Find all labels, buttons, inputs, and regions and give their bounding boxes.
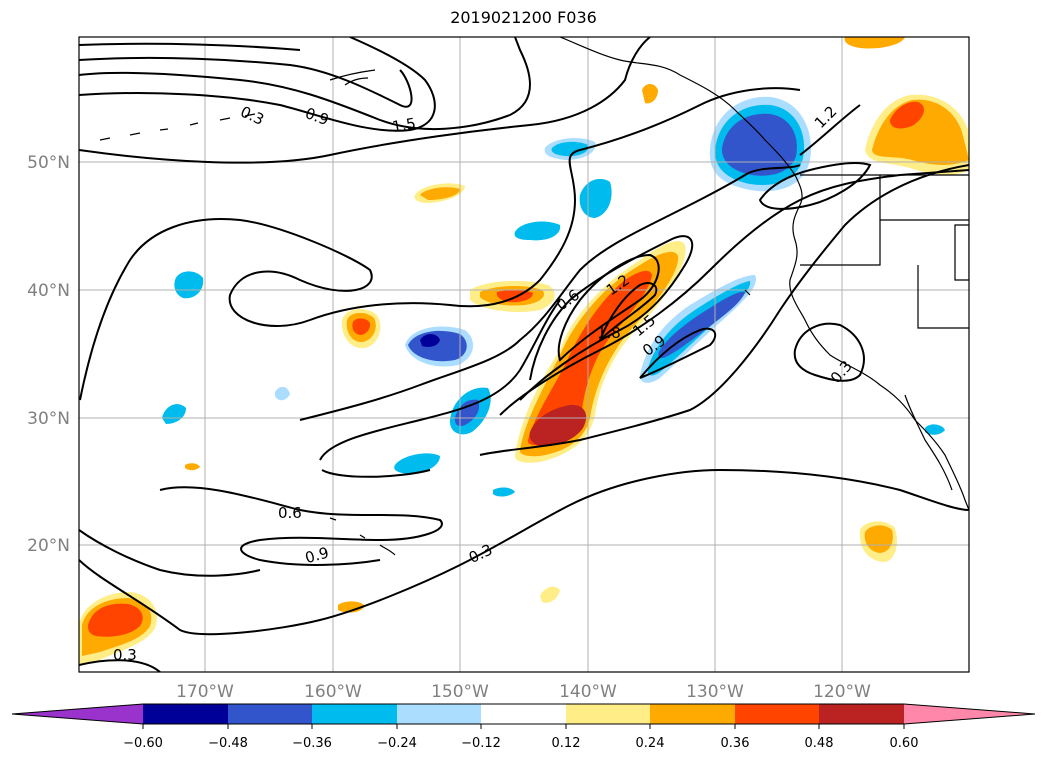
colorbar-tick-label: −0.24: [377, 736, 417, 751]
lon-label: 120°W: [813, 682, 871, 702]
negative-region: [174, 271, 204, 299]
gridlines: [79, 37, 969, 672]
colorbar-segment: [312, 704, 397, 724]
lat-label: 30°N: [27, 409, 70, 429]
colorbar-segment: [566, 704, 650, 724]
colorbar-tick-label: −0.12: [461, 736, 501, 751]
colorbar-segment: [735, 704, 819, 724]
positive-region: [352, 318, 371, 335]
contour-label: 1.8: [597, 324, 621, 342]
colorbar-tick-label: −0.60: [123, 736, 163, 751]
positive-region: [540, 586, 560, 603]
colorbar-segment: [650, 704, 735, 724]
map-panel: 0.3 0.9 1.5 1.2 0.6 1.2 1.8 1.5 0.9 0.3 …: [78, 36, 970, 673]
colorbar-tick-label: 0.12: [552, 736, 581, 751]
lon-label: 160°W: [304, 682, 362, 702]
colorbar-segment: [481, 704, 566, 724]
coastlines: [99, 37, 969, 556]
negative-region: [275, 386, 290, 401]
positive-region: [864, 525, 893, 553]
negative-region: [454, 399, 480, 427]
colorbar: −0.60 −0.48 −0.36 −0.24 −0.12 0.12 0.24 …: [11, 703, 1036, 751]
negative-region: [551, 141, 589, 157]
positive-region: [88, 603, 143, 637]
positive-region: [338, 601, 365, 613]
colorbar-segment: [143, 704, 228, 724]
lon-label: 130°W: [686, 682, 744, 702]
contour-label: 0.9: [303, 543, 331, 567]
contour-label: 0.6: [278, 504, 302, 522]
positive-region: [420, 187, 460, 200]
negative-region: [162, 404, 186, 424]
colorbar-tick-label: −0.48: [208, 736, 248, 751]
positive-region: [529, 404, 587, 447]
contour-label: 0.3: [113, 646, 137, 664]
lat-label: 50°N: [27, 153, 70, 173]
positive-region: [185, 463, 200, 471]
contour-label: 1.5: [391, 114, 418, 136]
positive-region: [527, 270, 652, 446]
negative-region: [420, 334, 440, 347]
positive-region: [642, 84, 658, 104]
map-background: [79, 37, 969, 672]
colorbar-tick-label: 0.48: [805, 736, 834, 751]
colorbar-segment: [12, 704, 143, 724]
colorbar-segment: [397, 704, 481, 724]
colorbar-tick-label: 0.24: [636, 736, 665, 751]
lon-label: 170°W: [176, 682, 234, 702]
colorbar-segment: [904, 704, 1035, 724]
colorbar-tick-label: −0.36: [292, 736, 332, 751]
positive-region: [890, 101, 924, 129]
colorbar-tick-label: 0.60: [890, 736, 919, 751]
negative-region: [394, 453, 440, 474]
lon-label: 150°W: [431, 682, 489, 702]
positive-region: [844, 37, 905, 49]
lon-label: 140°W: [559, 682, 617, 702]
contour-lines: [79, 37, 969, 672]
map-title: 2019021200 F036: [450, 8, 597, 27]
lat-label: 20°N: [27, 536, 70, 556]
negative-region: [721, 113, 797, 176]
latitude-labels: 50°N 40°N 30°N 20°N: [27, 153, 70, 556]
colorbar-segment: [228, 704, 312, 724]
longitude-labels: 170°W 160°W 150°W 140°W 130°W 120°W: [176, 682, 871, 702]
colorbar-tick-label: 0.36: [721, 736, 750, 751]
lat-label: 40°N: [27, 281, 70, 301]
colorbar-segment: [819, 704, 904, 724]
negative-region: [493, 487, 515, 497]
map-frame: [78, 36, 970, 673]
negative-region: [514, 221, 561, 241]
negative-region: [925, 424, 945, 435]
